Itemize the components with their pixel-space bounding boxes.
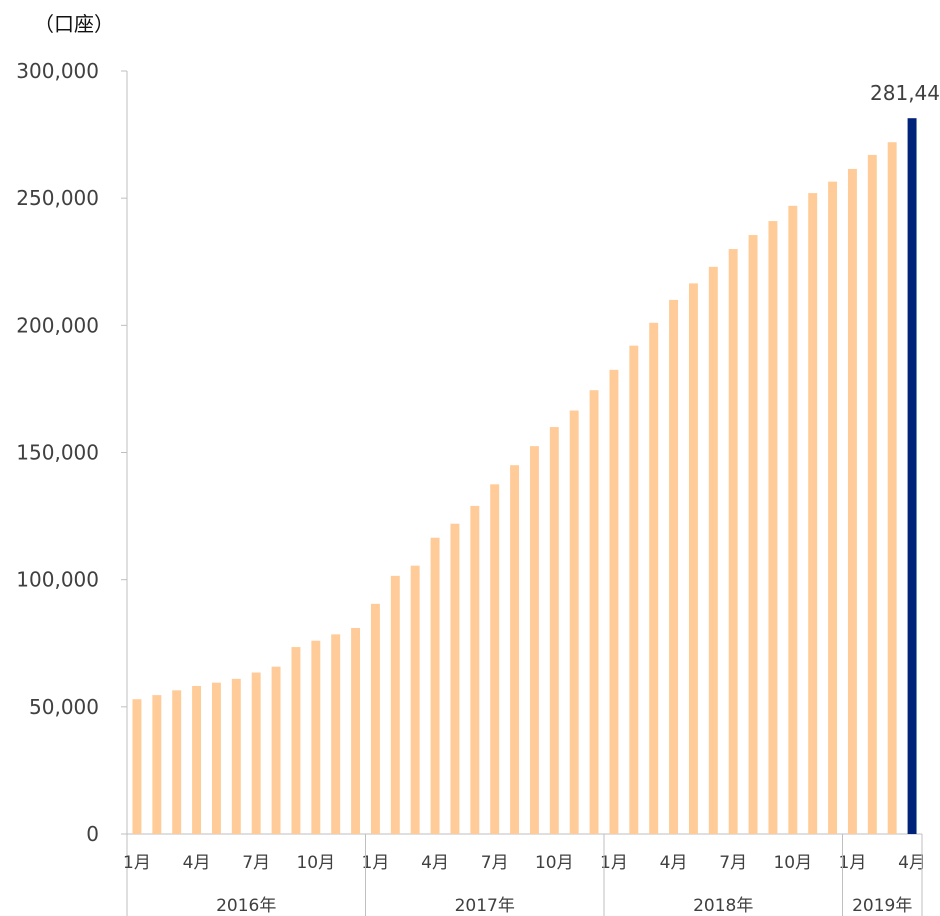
year-group-label: 2019年 bbox=[852, 896, 912, 916]
x-tick-label: 1月 bbox=[600, 853, 628, 873]
bar bbox=[748, 235, 758, 835]
y-tick-label: 150,000 bbox=[16, 441, 99, 465]
bar bbox=[569, 410, 579, 834]
bar bbox=[510, 465, 520, 834]
bar bbox=[589, 390, 599, 834]
x-tick-label: 10月 bbox=[535, 853, 574, 873]
x-tick-label: 7月 bbox=[242, 853, 270, 873]
x-tick-label: 1月 bbox=[362, 853, 390, 873]
year-group-label: 2017年 bbox=[455, 896, 515, 916]
bar bbox=[828, 181, 838, 834]
bar bbox=[609, 369, 619, 834]
x-tick-label: 7月 bbox=[719, 853, 747, 873]
bar bbox=[788, 205, 798, 835]
bar bbox=[430, 537, 440, 834]
bar bbox=[271, 666, 281, 834]
bar bbox=[649, 322, 659, 834]
data-label-latest: 281,44 bbox=[870, 81, 940, 105]
bar bbox=[768, 221, 778, 835]
x-tick-label: 7月 bbox=[481, 853, 509, 873]
bar bbox=[172, 690, 182, 834]
x-tick-label: 4月 bbox=[898, 853, 926, 873]
bar bbox=[847, 168, 857, 834]
x-tick-label: 4月 bbox=[660, 853, 688, 873]
y-unit-label: （口座） bbox=[34, 12, 114, 36]
y-tick-label: 300,000 bbox=[16, 59, 99, 83]
bar bbox=[629, 345, 639, 834]
x-tick-label: 4月 bbox=[421, 853, 449, 873]
bar bbox=[669, 299, 679, 834]
bar bbox=[470, 505, 480, 834]
bar bbox=[291, 647, 301, 834]
bar bbox=[529, 446, 539, 834]
bar bbox=[688, 283, 698, 834]
year-group-label: 2018年 bbox=[693, 896, 753, 916]
bar bbox=[490, 484, 500, 834]
bar bbox=[808, 193, 818, 834]
bar bbox=[887, 142, 897, 835]
bar bbox=[231, 678, 241, 834]
x-tick-label: 10月 bbox=[773, 853, 812, 873]
y-tick-label: 100,000 bbox=[16, 568, 99, 592]
bar bbox=[351, 627, 361, 834]
y-tick-label: 50,000 bbox=[29, 695, 99, 719]
y-tick-label: 200,000 bbox=[16, 313, 99, 337]
year-group-label: 2016年 bbox=[216, 896, 276, 916]
bar-highlight bbox=[907, 118, 917, 834]
bar bbox=[390, 575, 400, 834]
x-tick-label: 4月 bbox=[183, 853, 211, 873]
bar bbox=[152, 695, 162, 834]
x-tick-label: 1月 bbox=[839, 853, 867, 873]
bar bbox=[370, 603, 380, 834]
bar bbox=[192, 685, 202, 834]
bar bbox=[450, 523, 460, 834]
x-tick-label: 10月 bbox=[296, 853, 335, 873]
bar bbox=[410, 565, 420, 834]
bar bbox=[132, 699, 142, 834]
y-tick-label: 250,000 bbox=[16, 186, 99, 210]
y-tick-label: 0 bbox=[86, 822, 99, 846]
bar bbox=[311, 640, 321, 834]
bar bbox=[211, 682, 221, 834]
bar bbox=[728, 249, 738, 835]
x-tick-label: 1月 bbox=[123, 853, 151, 873]
bar bbox=[867, 154, 877, 834]
bar bbox=[251, 672, 261, 834]
bar bbox=[708, 266, 718, 834]
bar bbox=[331, 634, 341, 834]
bar bbox=[549, 427, 559, 834]
